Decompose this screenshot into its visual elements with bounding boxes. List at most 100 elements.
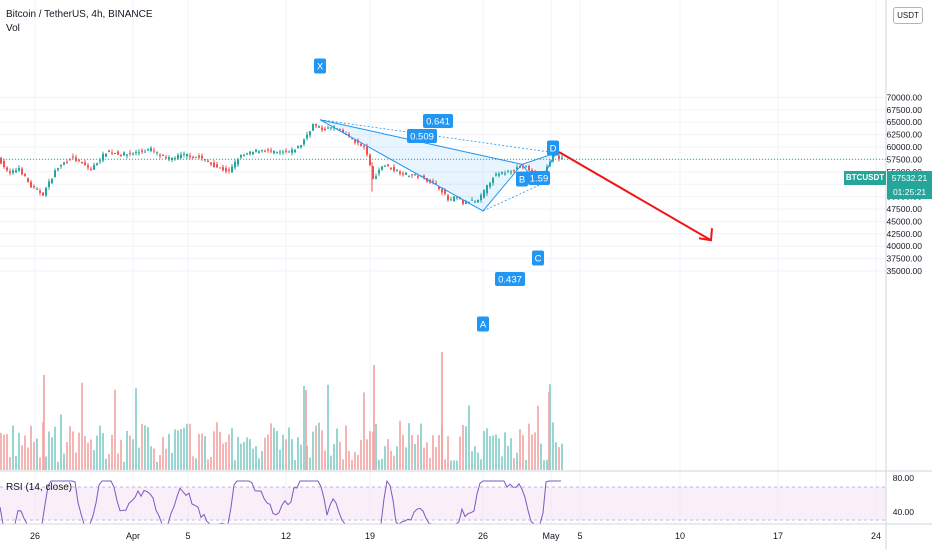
volume-bar <box>300 444 302 470</box>
volume-bar <box>222 443 224 470</box>
candle-body <box>243 155 245 157</box>
candle-body <box>39 190 41 193</box>
candle-body <box>174 158 176 160</box>
volume-bar <box>318 422 320 470</box>
volume-bar <box>387 439 389 470</box>
y-tick-label: 42500.00 <box>887 229 923 239</box>
ratio-label-text: 1.59 <box>530 174 549 185</box>
volume-bar <box>60 414 62 470</box>
candle-body <box>498 173 500 176</box>
ratio-label-text: 0.437 <box>498 275 522 286</box>
volume-bar <box>123 461 125 470</box>
volume-bar <box>423 447 425 470</box>
candle-body <box>249 151 251 154</box>
candle-body <box>213 162 215 168</box>
candle-body <box>486 185 488 194</box>
volume-bar <box>546 459 548 470</box>
currency-button[interactable]: USDT <box>893 7 923 24</box>
volume-label[interactable]: Vol <box>6 23 20 34</box>
volume-bar <box>459 436 461 470</box>
candle-body <box>447 195 449 201</box>
pattern-point-c-bg <box>532 250 544 266</box>
candle-body <box>351 138 353 140</box>
volume-bar <box>444 459 446 470</box>
candle-body <box>285 150 287 152</box>
volume-bar <box>516 452 518 470</box>
x-tick-label: Apr <box>126 531 140 541</box>
projection-arrow <box>558 151 712 242</box>
volume-bar <box>531 434 533 470</box>
candle-body <box>363 146 365 148</box>
volume-bar <box>450 460 452 470</box>
volume-bar <box>414 444 416 470</box>
x-tick-label: 12 <box>281 531 291 541</box>
volume-bar <box>540 443 542 470</box>
x-tick-label: 5 <box>577 531 582 541</box>
candle-body <box>414 174 416 176</box>
candle-body <box>144 151 146 153</box>
candle-body <box>87 165 89 168</box>
volume-bar <box>282 434 284 470</box>
volume-bar <box>30 425 32 470</box>
candle-body <box>504 173 506 175</box>
ratio-label-bg <box>495 272 525 286</box>
volume-bar <box>45 456 47 470</box>
candle-body <box>120 154 122 156</box>
candle-body <box>33 186 35 188</box>
volume-bar <box>216 422 218 470</box>
volume-bar <box>543 460 545 470</box>
candle-body <box>0 157 2 164</box>
candle-body <box>102 153 104 161</box>
candle-body <box>255 149 257 152</box>
volume-bar <box>252 448 254 470</box>
volume-bar <box>6 434 8 470</box>
rsi-label[interactable]: RSI (14, close) <box>6 482 73 493</box>
ratio-label: 0.509 <box>407 129 437 143</box>
volume-bars <box>0 352 563 470</box>
candle-body <box>366 146 368 155</box>
volume-bar <box>39 457 41 470</box>
volume-bar <box>441 352 443 470</box>
volume-bar <box>447 436 449 470</box>
pattern-point-a: A <box>477 316 489 332</box>
candle-body <box>561 157 563 159</box>
volume-bar <box>225 442 227 470</box>
candle-body <box>261 150 263 152</box>
candle-body <box>390 168 392 170</box>
volume-bar <box>210 456 212 470</box>
candle-body <box>450 199 452 201</box>
volume-bar <box>264 437 266 470</box>
y-tick-label: 47500.00 <box>887 204 923 214</box>
volume-bar <box>378 459 380 470</box>
volume-bar <box>381 458 383 470</box>
candle-body <box>432 181 434 183</box>
volume-bar <box>294 460 296 470</box>
pattern-point-c-text: C <box>535 254 542 265</box>
candle-body <box>279 151 281 153</box>
candle-body <box>183 153 185 155</box>
candle-body <box>129 153 131 155</box>
volume-bar <box>105 458 107 470</box>
candle-body <box>522 166 524 168</box>
candle-body <box>231 166 233 173</box>
candle-body <box>105 153 107 157</box>
volume-bar <box>369 431 371 470</box>
candle-body <box>369 154 371 166</box>
x-tick-label: 26 <box>478 531 488 541</box>
rsi-band <box>0 487 886 520</box>
candle-body <box>225 168 227 172</box>
symbol-title[interactable]: Bitcoin / TetherUS, 4h, BINANCE <box>6 9 153 20</box>
volume-bar <box>291 439 293 470</box>
x-tick-label: 19 <box>365 531 375 541</box>
volume-bar <box>363 392 365 470</box>
volume-bar <box>27 447 29 470</box>
volume-bar <box>435 447 437 470</box>
candle-body <box>462 199 464 204</box>
volume-bar <box>492 435 494 470</box>
volume-bar <box>126 430 128 470</box>
candle-body <box>93 164 95 170</box>
harmonic-pattern: X A B C D 0.641 0.509 1.59 0.437 <box>314 58 713 332</box>
candle-body <box>180 154 182 158</box>
